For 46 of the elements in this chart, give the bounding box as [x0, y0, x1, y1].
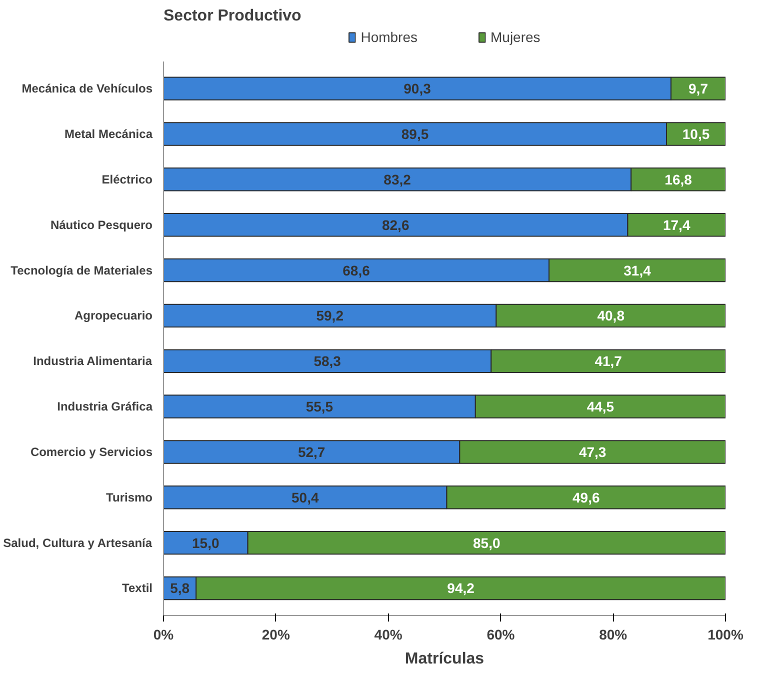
data-label: 17,4 — [662, 216, 690, 233]
data-label: 85,0 — [473, 534, 500, 551]
data-label: 52,7 — [298, 444, 326, 460]
data-label: 15,0 — [192, 534, 220, 551]
y-tick-label: Metal Mecánica — [64, 126, 153, 141]
y-tick-label: Comercio y Servicios — [30, 444, 153, 459]
data-label: 83,2 — [384, 171, 412, 188]
y-tick-label: Industria Gráfica — [57, 400, 153, 414]
x-tick-label: 100% — [708, 626, 744, 642]
data-label: 59,2 — [316, 308, 344, 324]
y-tick-label: Turismo — [106, 490, 153, 504]
data-label: 50,4 — [292, 489, 319, 506]
y-tick-label: Industria Alimentaria — [33, 354, 152, 368]
y-tick-label: Agropecuario — [74, 308, 153, 323]
y-tick-label: Salud, Cultura y Artesanía — [3, 536, 152, 550]
data-label: 47,3 — [578, 444, 606, 460]
data-label: 9,7 — [688, 80, 708, 97]
data-label: 16,8 — [664, 171, 692, 188]
x-tick-label: 0% — [153, 626, 174, 642]
legend-label: Hombres — [360, 29, 418, 45]
data-label: 40,8 — [597, 308, 625, 324]
data-label: 55,5 — [306, 398, 334, 415]
data-label: 44,5 — [586, 398, 614, 415]
data-label: 90,3 — [404, 80, 432, 97]
data-label: 41,7 — [594, 353, 622, 370]
y-tick-label: Mecánica de Vehículos — [22, 82, 153, 96]
x-axis-title: Matrículas — [404, 650, 484, 668]
x-tick-label: 80% — [599, 626, 628, 642]
data-label: 10,5 — [682, 126, 710, 142]
x-tick-label: 60% — [486, 626, 516, 642]
legend-label: Mujeres — [490, 29, 540, 45]
data-label: 82,6 — [382, 216, 410, 233]
y-tick-label: Textil — [122, 581, 152, 596]
data-label: 5,8 — [170, 580, 190, 596]
x-tick-label: 20% — [262, 626, 290, 642]
data-label: 31,4 — [624, 262, 652, 278]
y-tick-label: Náutico Pesquero — [50, 218, 153, 232]
y-axis-title: Sector Productivo — [164, 8, 302, 24]
data-label: 89,5 — [401, 126, 429, 142]
data-label: 49,6 — [572, 489, 600, 506]
data-label: 68,6 — [342, 262, 370, 278]
data-label: 94,2 — [447, 580, 475, 596]
x-tick-label: 40% — [374, 626, 403, 642]
data-label: 58,3 — [314, 353, 342, 370]
y-tick-label: Tecnología de Materiales — [10, 263, 153, 278]
y-tick-label: Eléctrico — [102, 172, 153, 186]
